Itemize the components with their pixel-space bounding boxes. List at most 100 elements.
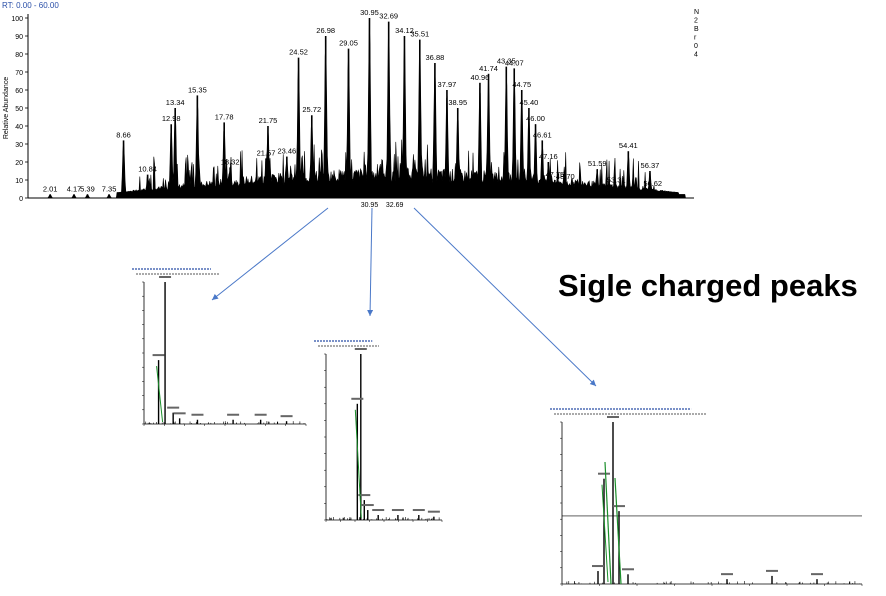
- y-tick-label: 80: [15, 52, 23, 59]
- peak-label: 2.01: [43, 184, 58, 193]
- spectrum-peak-label-mark: [173, 412, 186, 415]
- side-letter: r: [694, 35, 697, 42]
- peak-label: 44.07: [505, 58, 524, 67]
- peak-label: 45.40: [520, 98, 539, 107]
- peak-label: 18.32: [221, 157, 240, 166]
- spectrum-peak-label-mark: [351, 397, 364, 400]
- side-letter: 2: [694, 18, 698, 25]
- arrows: [211, 207, 597, 387]
- spectrum-peak-label-mark: [766, 569, 778, 572]
- peak-label: 36.88: [426, 53, 445, 62]
- spectrum-peak-label-mark: [592, 565, 604, 568]
- peak-label: 15.35: [188, 85, 207, 94]
- peak-label: 10.84: [138, 165, 157, 174]
- spectrum-green-line: [604, 461, 612, 585]
- peak-label: 46.61: [533, 130, 552, 139]
- y-tick-label: 30: [15, 142, 23, 149]
- y-tick-label: 100: [11, 16, 23, 23]
- peak-label: 8.66: [116, 130, 131, 139]
- peak-label: 12.98: [162, 114, 181, 123]
- spectrum-peak-label-mark: [167, 406, 180, 409]
- spectrum-peak-label-mark: [361, 504, 374, 507]
- peak-label: 41.74: [479, 64, 498, 73]
- side-letter: B: [694, 26, 699, 33]
- x-axis-label: 30.95: [361, 202, 379, 209]
- peak-label: 37.97: [438, 80, 457, 89]
- y-tick-label: 50: [15, 106, 23, 113]
- arrow: [413, 207, 597, 387]
- spectrum-peak-label-mark: [227, 413, 240, 416]
- peak-label: 35.51: [410, 30, 429, 39]
- peak-label: 43.35: [497, 57, 516, 66]
- spectrum-peak-label-mark: [427, 510, 440, 513]
- peak-label: 54.41: [619, 141, 638, 150]
- spectrum-1: [132, 268, 307, 426]
- peak-label: 51.59: [588, 159, 607, 168]
- peak-label: 40.96: [471, 73, 490, 82]
- peak-label: 47.75: [545, 170, 564, 179]
- spectrum-peak-label-mark: [811, 573, 823, 576]
- spectrum-peak-label-mark: [280, 415, 293, 418]
- spectrum-green-line: [156, 366, 164, 423]
- spectrum-peak-label-mark: [598, 472, 610, 475]
- side-letter: 4: [694, 52, 698, 59]
- peak-label: 56.37: [641, 161, 660, 170]
- side-letter: N: [694, 9, 699, 16]
- peak-label: 17.78: [215, 112, 234, 121]
- peak-label: 56.62: [643, 179, 662, 188]
- rt-range-label: RT: 0.00 - 60.00: [2, 1, 59, 10]
- peak-label: 21.75: [259, 116, 278, 125]
- y-tick-label: 20: [15, 160, 23, 167]
- peak-label: 13.34: [166, 98, 185, 107]
- spectrum-peak-label-mark: [613, 505, 625, 508]
- spectrum-peak-label-mark: [391, 509, 404, 512]
- y-axis-title: Relative Abundance: [3, 77, 10, 139]
- spectrum-green-line: [354, 409, 362, 519]
- y-tick-label: 10: [15, 178, 23, 185]
- y-tick-label: 90: [15, 34, 23, 41]
- spectrum-peak-label-mark: [254, 413, 267, 416]
- peak-label: 4.17: [67, 184, 82, 193]
- spectrum-peak-label-mark: [152, 354, 165, 357]
- side-letter: 0: [694, 43, 698, 50]
- peak-label: 32.69: [379, 12, 398, 21]
- peak-label: 24.52: [289, 48, 308, 57]
- peak-label: 5.39: [80, 184, 95, 193]
- spectrum-peak-label-mark: [607, 416, 619, 418]
- spectrum-green-line: [614, 477, 622, 585]
- spectrum-3: [550, 408, 863, 586]
- spectrum-peak-label-mark: [191, 413, 204, 416]
- spectrum-peak-label-mark: [372, 509, 385, 512]
- x-axis-label: 32.69: [386, 202, 404, 209]
- peak-labels: 2.01 4.175.39 7.35 8.66 10.84 12.98 13.3415.35…: [43, 8, 662, 193]
- arrow: [211, 207, 329, 301]
- peak-label: 25.72: [302, 105, 321, 114]
- peak-label: 26.98: [316, 26, 335, 35]
- chromatogram-trace: [28, 18, 690, 199]
- y-tick-label: 70: [15, 70, 23, 77]
- peak-label: 21.57: [257, 148, 276, 157]
- peak-label: 48.70: [556, 172, 575, 181]
- peak-label: 44.75: [512, 80, 531, 89]
- spectrum-peak-label-mark: [721, 573, 733, 576]
- spectrum-peak-label-mark: [622, 568, 634, 571]
- y-tick-label: 40: [15, 124, 23, 131]
- spectrum-peak-label-mark: [159, 276, 172, 278]
- y-tick-label: 60: [15, 88, 23, 95]
- peak-label: 7.35: [102, 184, 117, 193]
- arrow: [367, 207, 374, 317]
- peak-label: 38.95: [448, 98, 467, 107]
- peak-label: 30.95: [360, 8, 379, 17]
- annotation-text: Sigle charged peaks: [558, 268, 858, 303]
- chromatogram-trace-path: [28, 21, 690, 199]
- peak-label: 34.12: [395, 26, 414, 35]
- peak-label: 53.31: [607, 175, 626, 184]
- spectrum-peak-label-mark: [358, 494, 371, 497]
- spectrum-2: [314, 340, 443, 522]
- spectrum-green-line: [601, 484, 609, 583]
- peak-label: 29.05: [339, 39, 358, 48]
- peak-label: 47.16: [539, 152, 558, 161]
